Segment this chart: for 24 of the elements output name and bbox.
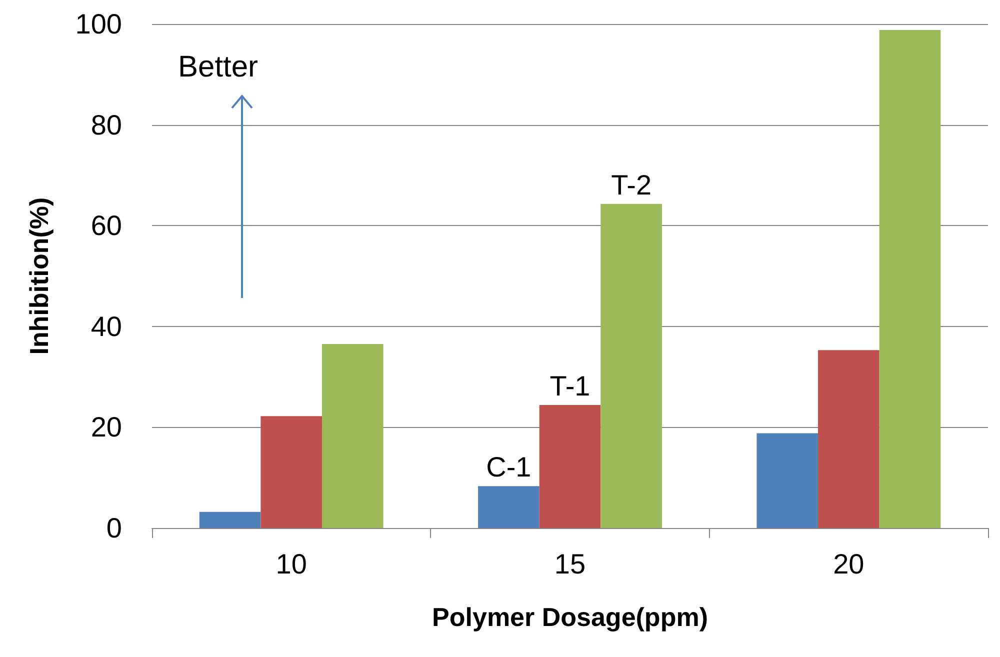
bar — [756, 433, 818, 528]
bar — [260, 416, 322, 528]
series-label: T-1 — [550, 370, 590, 402]
bar — [600, 204, 662, 528]
series-label: T-2 — [611, 169, 652, 200]
y-tick-label: 80 — [90, 109, 122, 140]
annotation: Better — [178, 50, 258, 84]
y-tick-label: 40 — [90, 310, 122, 342]
series-label: C-1 — [486, 452, 532, 483]
y-tick-label: 60 — [90, 210, 122, 242]
x-tick-label: 20 — [833, 548, 864, 580]
y-tick-label: 100 — [75, 8, 122, 40]
bar — [322, 344, 384, 528]
x-tick-label: 15 — [554, 548, 586, 580]
y-tick-label: 0 — [106, 512, 122, 544]
bar — [818, 350, 880, 528]
y-tick-label: 20 — [90, 412, 122, 443]
y-axis-title: Inhibition(%) — [24, 197, 54, 355]
x-axis-title: Polymer Dosage(ppm) — [432, 602, 708, 632]
bar — [879, 30, 941, 528]
bar — [539, 405, 601, 528]
bar — [199, 512, 261, 528]
bar — [478, 486, 540, 528]
x-tick-label: 10 — [276, 548, 307, 580]
